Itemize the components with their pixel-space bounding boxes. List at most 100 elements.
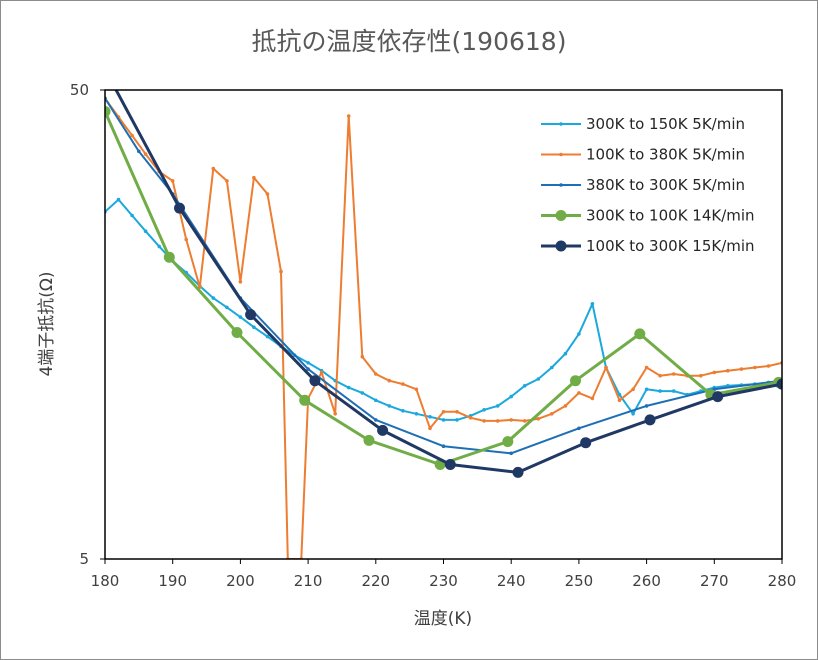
legend-item: 100K to 380K 5K/min [541,146,745,164]
data-point [644,414,656,426]
data-point [401,382,405,386]
data-point [522,419,527,423]
data-point [346,385,351,390]
legend-swatch-marker [559,122,563,126]
data-point [671,389,676,393]
x-tick-label: 190 [158,572,187,590]
data-point [590,396,595,401]
data-point [644,387,649,392]
data-point [387,404,392,408]
data-point [211,296,216,300]
data-point [617,398,622,403]
data-point [512,466,524,478]
data-point [252,175,256,180]
data-point [163,251,175,263]
data-point [580,437,592,449]
data-point [570,375,581,387]
y-axis-title: 4端子抵抗(Ω) [37,271,57,376]
chart-title: 抵抗の温度依存性(190618) [252,27,567,56]
series-line [114,90,782,474]
data-point [495,404,500,408]
data-point [170,179,175,183]
legend-item: 300K to 150K 5K/min [541,115,745,133]
legend-label: 100K to 380K 5K/min [586,146,745,164]
data-point [441,444,446,449]
legend-swatch-marker [555,240,567,252]
data-point [401,409,405,413]
data-point [231,327,243,338]
series-line [105,97,782,559]
data-point [428,426,432,431]
legend-label: 380K to 300K 5K/min [586,176,745,194]
legend-item: 380K to 300K 5K/min [541,176,745,194]
data-point [299,394,311,406]
data-point [577,426,581,431]
x-tick-label: 230 [429,572,458,590]
data-point [306,367,310,371]
data-point [309,375,321,387]
data-point [577,391,581,395]
data-point [157,244,161,249]
data-point [658,389,662,393]
data-point [211,166,216,171]
x-tick-label: 180 [91,572,120,590]
legend-item: 100K to 300K 15K/min [541,237,755,255]
data-point [414,412,419,416]
data-point [468,416,473,420]
x-tick-label: 260 [632,572,661,590]
x-tick-label: 220 [361,572,390,590]
data-point [346,114,351,118]
data-point [631,412,635,416]
data-point [319,370,324,375]
data-point [387,378,392,383]
legend-label: 300K to 100K 14K/min [586,207,755,225]
y-axis-ticks: 5 50 [70,81,105,568]
legend: 300K to 150K 5K/min 100K to 380K 5K/min 38… [541,115,755,255]
data-point [536,417,541,421]
legend-swatch-marker [559,152,563,157]
data-point [174,202,185,214]
x-axis-title: 温度(K) [414,609,472,629]
data-point [374,398,378,403]
data-point [766,364,771,368]
data-point [482,419,486,423]
y-tick-label: 50 [70,81,89,99]
x-axis-ticks: 180 190 200 210 220 230 240 250 260 270 280 [91,559,796,590]
legend-label: 100K to 300K 15K/min [586,237,755,255]
legend-swatch-marker [559,183,563,187]
data-point [604,365,608,370]
data-point [550,412,554,416]
data-point [306,361,310,365]
data-point [536,377,541,381]
data-point [753,365,757,370]
data-point [634,328,646,340]
data-point [502,436,514,448]
data-point [577,332,581,336]
data-point [105,106,111,117]
legend-label: 300K to 150K 5K/min [586,115,745,133]
data-point [726,368,730,373]
data-point [116,197,121,202]
series-2 [105,96,782,559]
data-point [238,315,243,319]
series-layer [105,90,782,559]
data-point [184,237,188,242]
data-point [414,387,419,392]
data-point [509,451,513,456]
data-point [444,459,456,470]
data-point [739,367,744,371]
data-point [137,149,141,154]
data-point [238,280,243,284]
data-point [225,179,229,183]
series-5 [114,90,782,478]
data-point [712,391,724,403]
data-point [377,424,389,436]
data-point [363,434,375,446]
data-point [441,418,446,422]
data-point [279,269,283,274]
data-point [563,404,568,408]
data-point [658,373,662,378]
data-point [455,418,459,422]
